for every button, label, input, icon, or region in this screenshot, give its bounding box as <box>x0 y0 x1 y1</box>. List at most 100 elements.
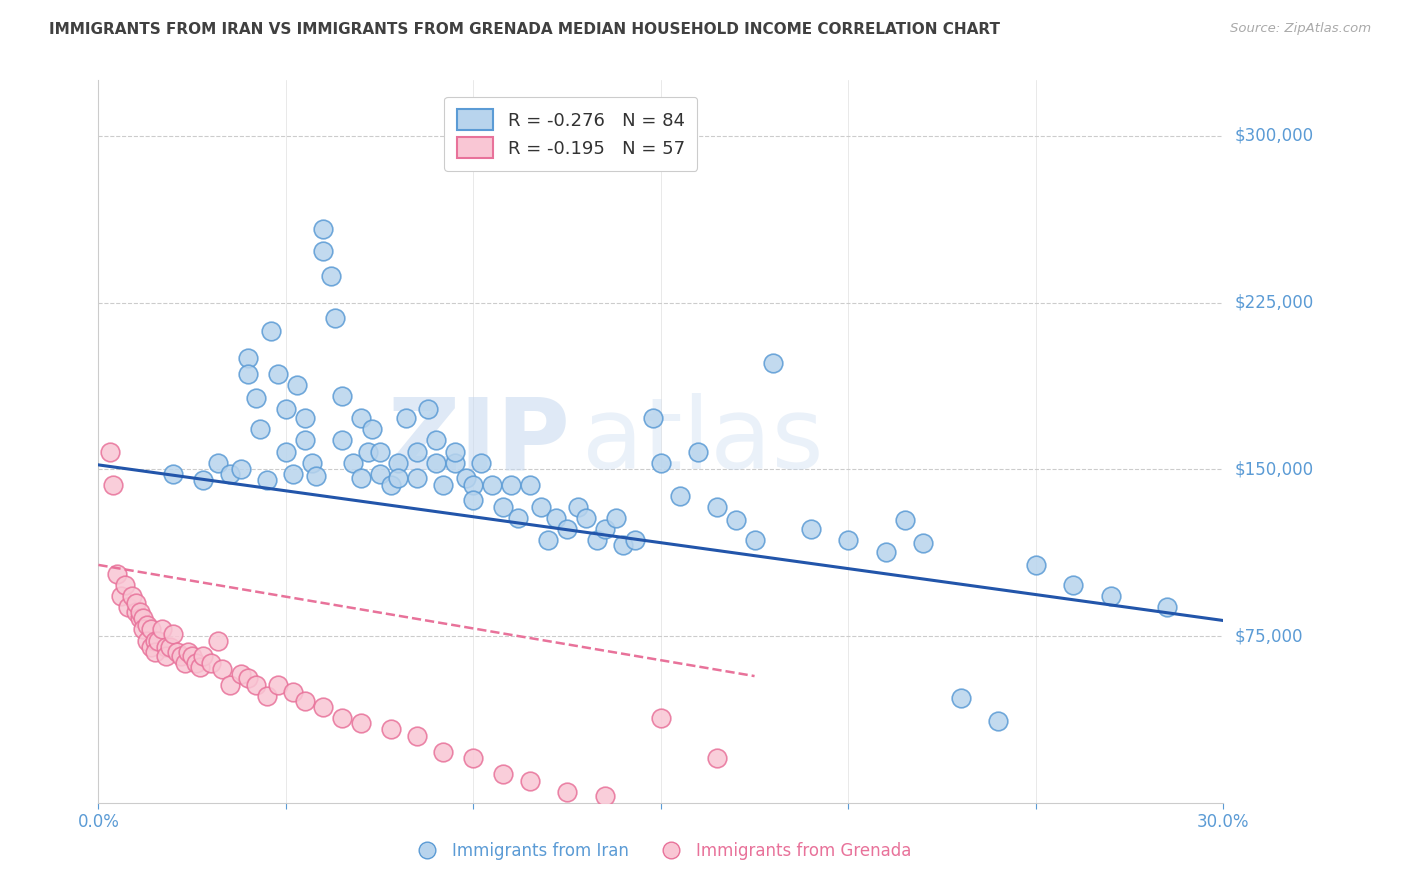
Point <box>312 700 335 714</box>
Point <box>357 444 380 458</box>
Point <box>1025 558 1047 572</box>
Point <box>425 456 447 470</box>
Point <box>188 660 211 674</box>
Point <box>207 456 229 470</box>
Point <box>368 444 391 458</box>
Point <box>312 244 335 259</box>
Point <box>499 478 522 492</box>
Point <box>1062 578 1084 592</box>
Point <box>361 422 384 436</box>
Point <box>274 444 297 458</box>
Point <box>593 522 616 536</box>
Point <box>519 773 541 788</box>
Text: $225,000: $225,000 <box>1234 293 1313 311</box>
Point <box>612 538 634 552</box>
Point <box>1099 589 1122 603</box>
Point <box>150 623 173 637</box>
Point <box>294 693 316 707</box>
Point <box>125 605 148 619</box>
Point <box>245 678 267 692</box>
Point <box>912 535 935 549</box>
Point <box>110 589 132 603</box>
Point <box>229 462 252 476</box>
Point <box>260 325 283 339</box>
Point <box>575 511 598 525</box>
Point <box>949 691 972 706</box>
Point <box>470 456 492 470</box>
Point <box>330 711 353 725</box>
Point <box>103 478 125 492</box>
Point <box>283 684 305 698</box>
Point <box>218 678 240 692</box>
Point <box>125 596 148 610</box>
Point <box>443 456 465 470</box>
Point <box>136 618 159 632</box>
Point <box>350 715 373 730</box>
Point <box>98 444 121 458</box>
Point <box>155 640 177 655</box>
Point <box>238 671 260 685</box>
Point <box>605 511 627 525</box>
Point <box>294 411 316 425</box>
Point <box>837 533 859 548</box>
Point <box>744 533 766 548</box>
Point <box>481 478 503 492</box>
Text: ZIP: ZIP <box>388 393 571 490</box>
Point <box>283 467 305 481</box>
Point <box>987 714 1010 728</box>
Point <box>330 389 353 403</box>
Text: Source: ZipAtlas.com: Source: ZipAtlas.com <box>1230 22 1371 36</box>
Point <box>350 411 373 425</box>
Point <box>323 311 346 326</box>
Point <box>177 645 200 659</box>
Point <box>492 767 515 781</box>
Text: atlas: atlas <box>582 393 824 490</box>
Point <box>454 471 477 485</box>
Point <box>463 493 485 508</box>
Point <box>249 422 271 436</box>
Point <box>380 723 402 737</box>
Point <box>567 500 589 515</box>
Point <box>193 474 215 488</box>
Point <box>143 645 166 659</box>
Point <box>294 434 316 448</box>
Point <box>139 640 162 655</box>
Point <box>350 471 373 485</box>
Point <box>229 666 252 681</box>
Point <box>380 478 402 492</box>
Point <box>463 751 485 765</box>
Point <box>132 623 155 637</box>
Point <box>139 623 162 637</box>
Point <box>155 649 177 664</box>
Text: $75,000: $75,000 <box>1234 627 1303 645</box>
Point <box>1156 600 1178 615</box>
Point <box>368 467 391 481</box>
Point <box>274 402 297 417</box>
Point <box>406 729 429 743</box>
Point <box>305 469 328 483</box>
Point <box>387 471 409 485</box>
Point <box>181 649 204 664</box>
Point <box>173 656 195 670</box>
Point <box>128 611 150 625</box>
Point <box>114 578 136 592</box>
Point <box>166 645 188 659</box>
Text: $150,000: $150,000 <box>1234 460 1313 478</box>
Point <box>148 633 170 648</box>
Point <box>159 640 181 655</box>
Point <box>184 656 207 670</box>
Text: IMMIGRANTS FROM IRAN VS IMMIGRANTS FROM GRENADA MEDIAN HOUSEHOLD INCOME CORRELAT: IMMIGRANTS FROM IRAN VS IMMIGRANTS FROM … <box>49 22 1000 37</box>
Point <box>256 689 278 703</box>
Point <box>312 222 335 236</box>
Text: $300,000: $300,000 <box>1234 127 1313 145</box>
Point <box>688 444 710 458</box>
Point <box>530 500 553 515</box>
Point <box>143 633 166 648</box>
Point <box>432 745 454 759</box>
Point <box>875 544 897 558</box>
Point <box>519 478 541 492</box>
Legend: Immigrants from Iran, Immigrants from Grenada: Immigrants from Iran, Immigrants from Gr… <box>404 836 918 867</box>
Point <box>211 662 233 676</box>
Point <box>170 649 193 664</box>
Point <box>330 434 353 448</box>
